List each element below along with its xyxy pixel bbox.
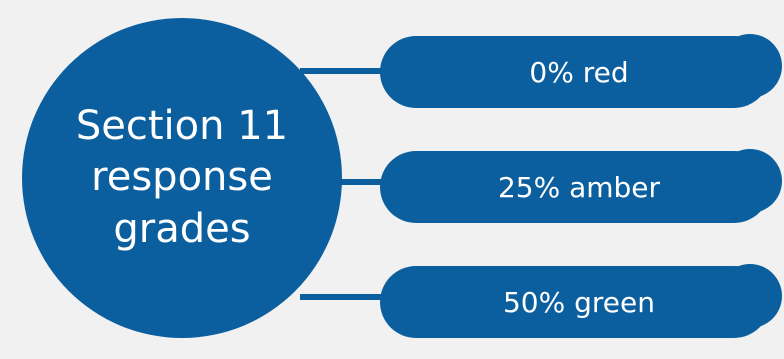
grade-pill-red: 0% red [380, 34, 782, 108]
grade-label-green: 50% green [502, 285, 655, 319]
grade-pill-amber: 25% amber [380, 149, 782, 223]
hub-title-line-3: grades [113, 205, 251, 252]
grade-label-red: 0% red [529, 55, 629, 89]
hub-circle: Section 11 response grades [22, 18, 342, 338]
pill-cap-circle [718, 149, 782, 213]
grade-pill-green: 50% green [380, 264, 782, 338]
hub-title: Section 11 response grades [62, 101, 302, 255]
pill-cap-circle [718, 264, 782, 328]
hub-title-line-2: response [91, 154, 273, 201]
hub-title-line-1: Section 11 [75, 103, 289, 150]
pill-cap-circle [718, 34, 782, 98]
grade-label-amber: 25% amber [497, 170, 661, 204]
